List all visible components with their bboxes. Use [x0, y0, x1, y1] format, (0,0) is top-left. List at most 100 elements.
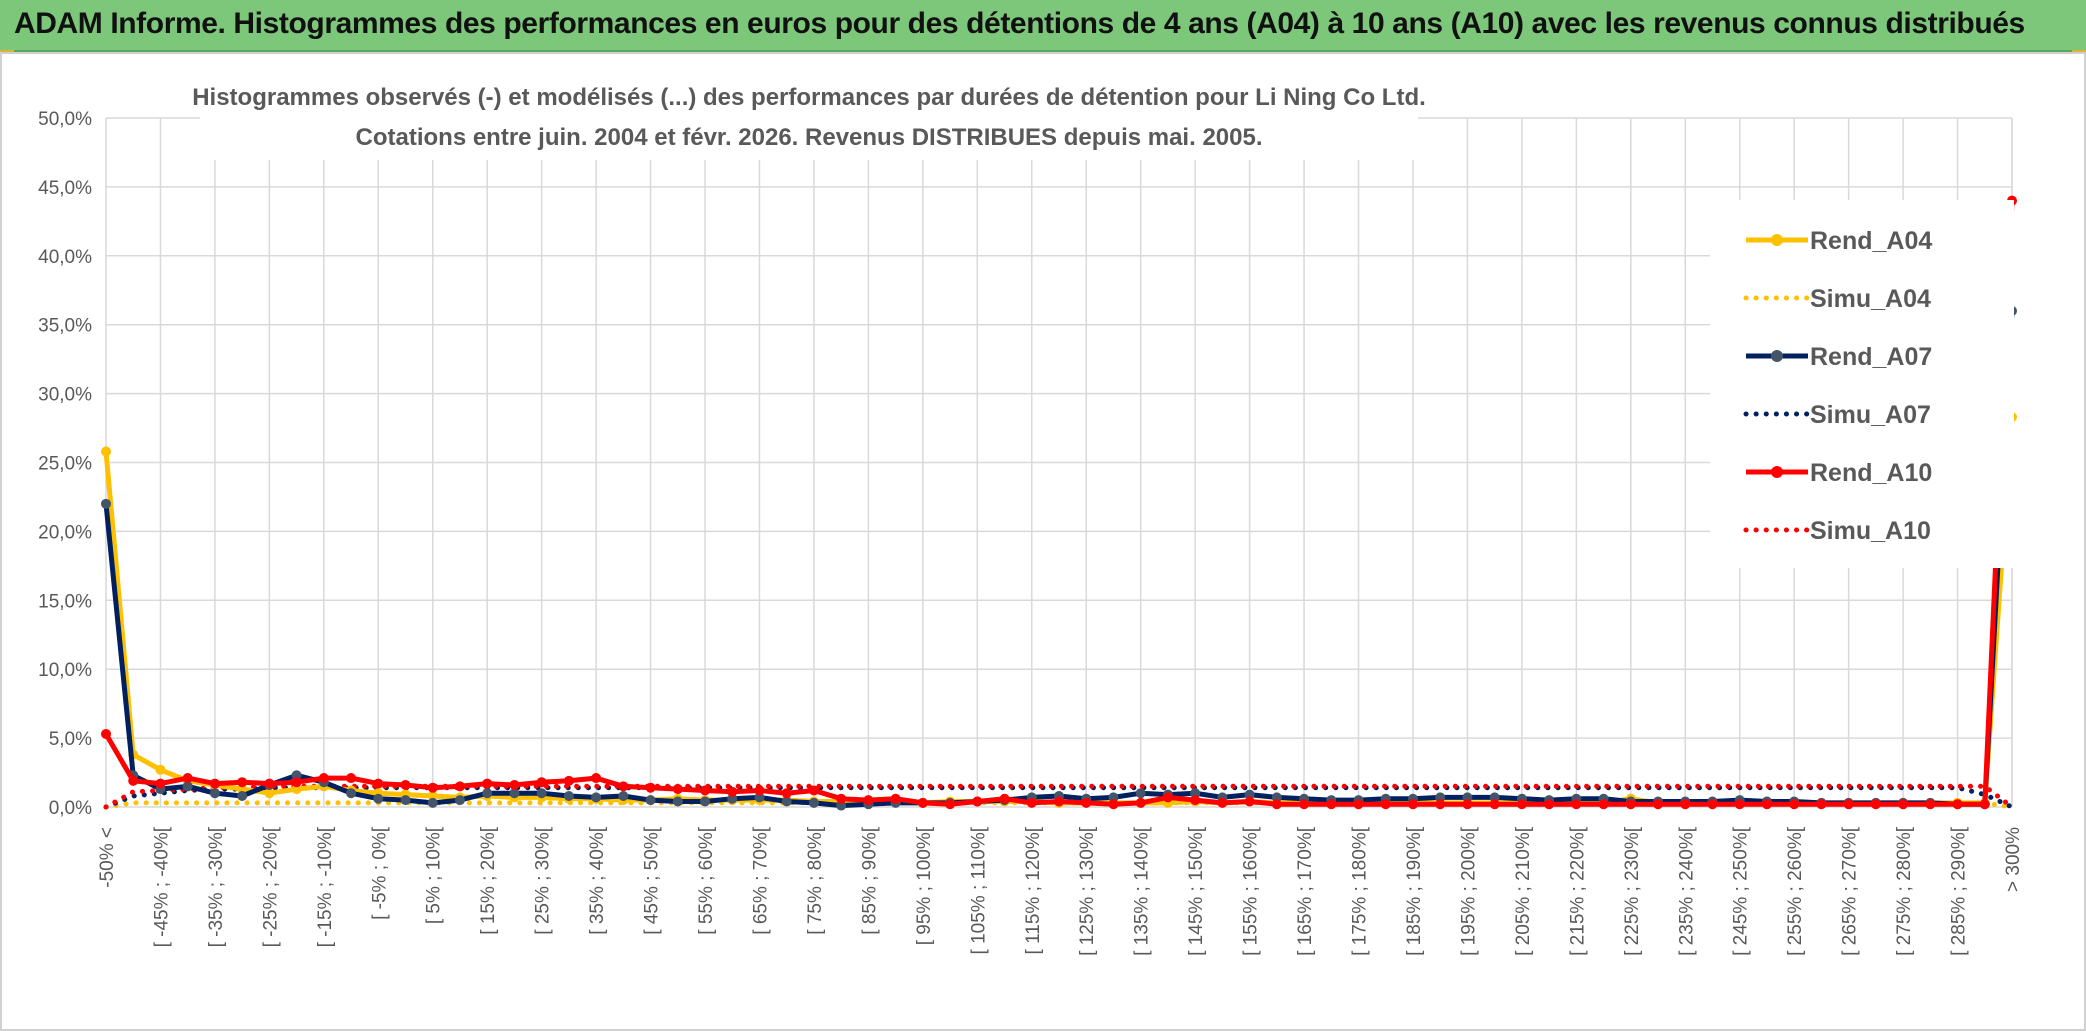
- data-point-rend-a10: [917, 797, 928, 808]
- data-point-rend-a07: [672, 796, 683, 807]
- data-point-rend-a10: [536, 777, 547, 788]
- x-tick-label: [ 215% ; 220%[: [1567, 826, 1588, 956]
- data-point-rend-a04: [264, 788, 275, 799]
- y-tick-label: 20,0%: [38, 522, 92, 543]
- data-point-rend-a10: [291, 777, 302, 788]
- data-point-rend-a10: [318, 773, 329, 784]
- data-point-rend-a07: [427, 797, 438, 808]
- data-point-rend-a10: [1598, 799, 1609, 810]
- data-point-rend-a07: [482, 788, 493, 799]
- x-tick-label: -50% <: [97, 827, 118, 888]
- data-point-rend-a07: [618, 790, 629, 801]
- x-tick-label: [ 15% ; 20%[: [478, 826, 499, 934]
- x-tick-label: [ 55% ; 60%[: [696, 826, 717, 934]
- data-point-rend-a10: [1135, 797, 1146, 808]
- report-title: ADAM Informe. Histogrammes des performan…: [14, 7, 2025, 40]
- data-point-rend-a07: [182, 781, 193, 792]
- data-point-rend-a10: [563, 775, 574, 786]
- legend-label-rend-a04: Rend_A04: [1810, 227, 1932, 255]
- data-point-rend-a07: [754, 792, 765, 803]
- data-point-rend-a07: [1108, 792, 1119, 803]
- data-point-rend-a10: [1516, 799, 1527, 810]
- legend-marker-rend-a07: [1771, 350, 1783, 362]
- data-point-rend-a07: [536, 788, 547, 799]
- x-tick-label: [ 35% ; 40%[: [587, 826, 608, 934]
- data-point-rend-a10: [509, 779, 520, 790]
- data-point-rend-a10: [128, 775, 139, 786]
- y-tick-label: 15,0%: [38, 591, 92, 612]
- data-point-rend-a04: [291, 784, 302, 795]
- data-point-rend-a10: [1707, 799, 1718, 810]
- legend-label-rend-a07: Rend_A07: [1810, 343, 1932, 371]
- data-point-rend-a07: [1244, 789, 1255, 800]
- y-tick-label: 25,0%: [38, 454, 92, 475]
- x-tick-label: [ 65% ; 70%[: [750, 826, 771, 934]
- data-point-rend-a07: [1435, 792, 1446, 803]
- data-point-rend-a10: [645, 782, 656, 793]
- data-point-rend-a10: [1190, 795, 1201, 806]
- data-point-rend-a07: [700, 796, 711, 807]
- data-point-rend-a10: [1843, 799, 1854, 810]
- data-point-rend-a04: [101, 446, 111, 457]
- data-point-rend-a10: [1761, 799, 1772, 810]
- data-point-rend-a10: [1544, 799, 1555, 810]
- x-tick-label: [ 195% ; 200%[: [1458, 826, 1479, 956]
- y-tick-label: 0,0%: [49, 798, 92, 819]
- data-point-rend-a10: [400, 779, 411, 790]
- legend-marker-rend-a10: [1771, 466, 1783, 478]
- x-tick-label: [ 45% ; 50%[: [642, 826, 663, 934]
- data-point-rend-a10: [1244, 796, 1255, 807]
- data-point-rend-a10: [999, 793, 1010, 804]
- report-banner: ADAM Informe. Histogrammes des performan…: [0, 0, 2086, 52]
- data-point-rend-a07: [1190, 788, 1201, 799]
- data-point-rend-a10: [1299, 799, 1310, 810]
- y-tick-label: 10,0%: [38, 660, 92, 681]
- data-point-rend-a10: [727, 786, 738, 797]
- x-tick-label: [ 165% ; 170%[: [1295, 826, 1316, 956]
- data-point-rend-a07: [808, 797, 819, 808]
- legend-background: [1710, 200, 2014, 568]
- data-point-rend-a10: [890, 793, 901, 804]
- chart-title: Histogrammes observés (-) et modélisés (…: [192, 84, 1426, 111]
- data-point-rend-a10: [863, 795, 874, 806]
- data-point-rend-a10: [1789, 799, 1800, 810]
- x-tick-label: [ 225% ; 230%[: [1622, 826, 1643, 956]
- data-point-rend-a10: [1353, 799, 1364, 810]
- data-point-rend-a10: [1380, 799, 1391, 810]
- data-point-rend-a10: [101, 728, 111, 739]
- data-point-rend-a07: [645, 795, 656, 806]
- legend-label-simu-a04: Simu_A04: [1810, 285, 1931, 313]
- data-point-rend-a07: [454, 795, 465, 806]
- data-point-rend-a10: [781, 788, 792, 799]
- data-point-rend-a10: [264, 778, 275, 789]
- data-point-rend-a10: [1925, 799, 1936, 810]
- data-point-rend-a10: [808, 785, 819, 796]
- line-chart: 0,0% 5,0% 10,0% 15,0% 20,0% 25,0% 30,0% 35,0% 40…: [38, 68, 2024, 956]
- x-tick-label: [ -35% ; -30%[: [206, 826, 227, 947]
- chart-subtitle: Cotations entre juin. 2004 et févr. 2026…: [356, 124, 1263, 151]
- data-point-rend-a04: [237, 784, 248, 795]
- x-tick-label: > 300%: [2003, 827, 2024, 892]
- data-point-rend-a07: [727, 793, 738, 804]
- x-tick-label: [ 95% ; 100%[: [914, 826, 935, 945]
- data-point-rend-a10: [373, 778, 384, 789]
- data-point-rend-a07: [346, 788, 357, 799]
- data-point-rend-a10: [672, 784, 683, 795]
- x-tick-label: [ 285% ; 290%[: [1949, 826, 1970, 956]
- data-point-rend-a10: [1979, 799, 1990, 810]
- data-point-rend-a07: [836, 800, 847, 811]
- chart-frame: 0,0% 5,0% 10,0% 15,0% 20,0% 25,0% 30,0% 35,0% 40…: [0, 52, 2086, 1031]
- x-tick-label: [ 175% ; 180%[: [1350, 826, 1371, 956]
- x-tick-label: [ 105% ; 110%[: [968, 826, 989, 954]
- data-point-rend-a07: [291, 770, 302, 781]
- data-point-rend-a10: [1816, 799, 1827, 810]
- x-tick-label: [ 115% ; 120%[: [1023, 826, 1044, 954]
- x-tick-label: [ 255% ; 260%[: [1785, 826, 1806, 956]
- legend-label-rend-a10: Rend_A10: [1810, 459, 1932, 487]
- data-point-rend-a10: [209, 778, 220, 789]
- data-point-rend-a10: [700, 785, 711, 796]
- y-tick-label: 5,0%: [49, 729, 92, 750]
- data-point-rend-a07: [400, 795, 411, 806]
- y-tick-label: 50,0%: [38, 109, 92, 130]
- y-tick-label: 40,0%: [38, 247, 92, 268]
